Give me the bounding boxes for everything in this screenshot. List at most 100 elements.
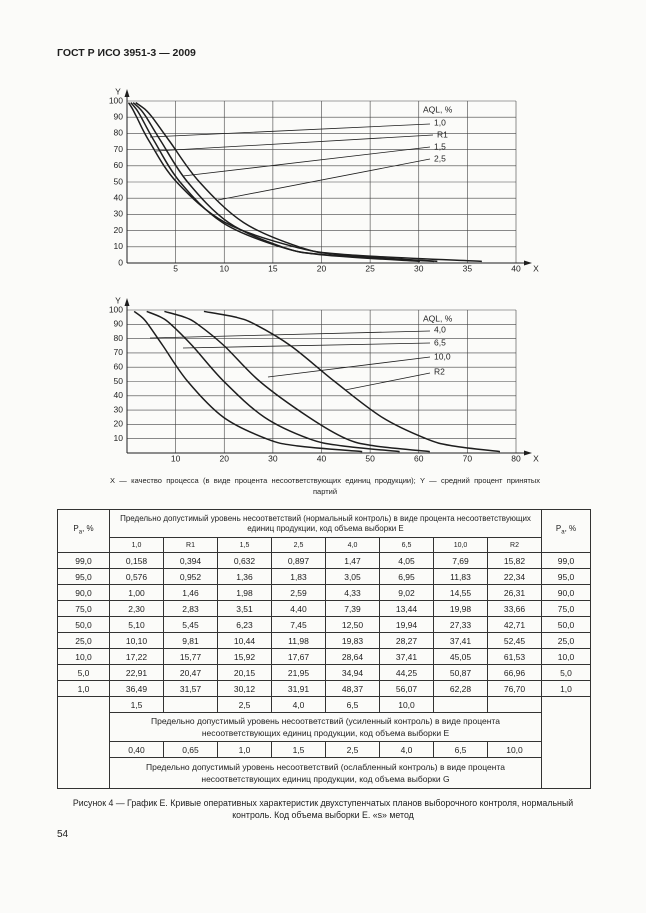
cell: 17,22 [109,648,164,665]
cell: 61,53 [487,648,542,665]
cell: 56,07 [379,680,434,697]
cell: 11,83 [433,568,488,585]
legend-title: AQL, % [423,104,453,114]
cell: 9,02 [379,584,434,601]
cell: 25,0 [541,632,591,649]
x-tick-label: 70 [463,453,473,463]
cell: 50,87 [433,664,488,681]
data-row: 5,0 22,91 20,47 20,15 21,95 34,94 44,25 50,87 66… [57,664,591,681]
y-axis-arrow [124,298,130,306]
y-tick-label: 30 [114,209,124,219]
data-row: 90,0 1,00 1,46 1,98 2,59 4,33 9,02 14,55 26,31 90… [57,584,591,601]
x-tick-label: 80 [511,453,521,463]
cell: 34,94 [325,664,380,681]
cell: 36,49 [109,680,164,697]
curve [146,310,400,453]
cell: 0,632 [217,552,272,569]
cell: 6,23 [217,616,272,633]
cell: 99,0 [541,552,591,569]
cell: 1,0 [217,741,272,758]
x-tick-label: 60 [414,453,424,463]
cell: 0,40 [109,741,164,758]
cell: 31,91 [271,680,326,697]
empty-cell [163,696,218,713]
y-tick-label: 50 [114,376,124,386]
header-title: ГОСТ Р ИСО 3951-3 — 2009 [57,47,196,59]
pa-unit: , % [564,524,577,534]
cell: 37,41 [433,632,488,649]
pa-symbol: P [73,524,79,534]
cell: 28,64 [325,648,380,665]
normal-header: Предельно допустимый уровень несоответст… [109,509,542,538]
leader-line [217,158,431,201]
cell: 20,47 [163,664,218,681]
column-header: R1 [163,537,218,553]
cell: 7,39 [325,600,380,617]
cell: 4,05 [379,552,434,569]
cell: 26,31 [487,584,542,601]
column-header: R2 [487,537,542,553]
table: Pa, % Предельно допустимый уровень несоот… [57,509,591,789]
y-tick-label: 60 [114,160,124,170]
leader-line [182,342,431,349]
y-tick-label: 0 [118,257,123,267]
leader-line [149,330,431,339]
reduced-header-row: Предельно допустимый уровень несоответст… [58,757,591,789]
x-tick-label: 40 [511,263,521,273]
cell: 2,5 [325,741,380,758]
cell: 37,41 [379,648,434,665]
legend-label: 6,5 [434,337,446,347]
cell: 13,44 [379,600,434,617]
cell: 50,0 [57,616,110,633]
cell: 66,96 [487,664,542,681]
cell: 14,55 [433,584,488,601]
cell: 11,98 [271,632,326,649]
cell: 99,0 [57,552,110,569]
y-tick-label: 10 [114,241,124,251]
x-tick-label: 35 [463,263,473,273]
cell: 2,5 [217,696,272,713]
reduced-header: Предельно допустимый уровень несоответст… [109,757,542,789]
pa-header: Pa, % [541,509,591,553]
cell: 0,65 [163,741,218,758]
curve [203,310,501,453]
legend-label: R2 [434,366,445,376]
cell: 17,67 [271,648,326,665]
cell: 6,95 [379,568,434,585]
tightened-row: 1,5 2,5 4,0 6,5 10,0 [57,696,591,789]
cell: 75,0 [541,600,591,617]
legend-label: 1,0 [434,117,446,127]
cell: 10,0 [379,696,434,713]
curve [132,102,420,263]
cell: 1,5 [271,741,326,758]
cell: 1,47 [325,552,380,569]
cell: 50,0 [541,616,591,633]
pa-symbol: P [555,524,562,534]
empty-cell [487,696,542,713]
charts: 0 10 20 30 40 50 60 70 80 90 100 5 10 15 20 25 30 35 40 Y X A… [109,86,539,463]
tightened-header: Предельно допустимый уровень несоответст… [109,712,542,742]
empty-cell [57,696,110,789]
cell: 1,5 [109,696,164,713]
legend-label: R1 [437,129,448,139]
y-tick-label: 70 [114,347,124,357]
cell: 5,45 [163,616,218,633]
cell: 10,44 [217,632,272,649]
pa-header: Pa, % [57,509,110,553]
x-tick-label: 5 [173,263,178,273]
cell: 0,158 [109,552,164,569]
legend-label: 1,5 [434,141,446,151]
empty-cell [433,696,488,713]
y-tick-label: 30 [114,404,124,414]
cell: 3,51 [217,600,272,617]
column-header-row: 1,0 R1 1,5 2,5 4,0 6,5 10,0 R2 [58,537,591,553]
column-header: 4,0 [325,537,380,553]
x-axis-label: X [533,263,539,273]
legend-label: 2,5 [434,153,446,163]
cell: 19,83 [325,632,380,649]
x-tick-label: 10 [220,263,230,273]
cell: 90,0 [541,584,591,601]
pa-unit: , % [82,524,94,534]
pa-subscript: a [78,529,83,536]
y-tick-label: 20 [114,225,124,235]
